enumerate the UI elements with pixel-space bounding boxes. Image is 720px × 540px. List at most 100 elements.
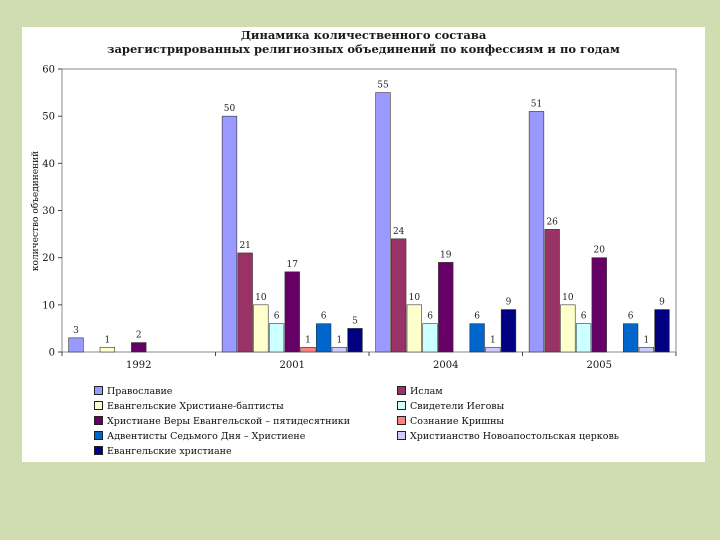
legend-item: Евангельские христиане — [94, 445, 232, 459]
bar — [99, 346, 116, 353]
bar-value-label: 1 — [336, 335, 342, 345]
bar — [638, 346, 654, 353]
legend-label: Православие — [107, 386, 173, 397]
bar-value-label: 21 — [239, 241, 250, 251]
x-tick-label: 2004 — [433, 360, 458, 371]
slide-panel: Динамика количественного состава зарегис… — [22, 27, 705, 462]
legend-swatch — [397, 386, 406, 395]
x-axis: 1992 2001 2004 2005 — [61, 352, 677, 371]
bar-value-label: 19 — [440, 250, 452, 260]
y-axis-label: количество объединений — [30, 151, 41, 271]
legend-swatch — [397, 416, 406, 425]
bar — [347, 328, 363, 353]
bar-value-label: 10 — [562, 293, 574, 303]
bar-value-label: 10 — [255, 293, 267, 303]
y-tick-label: 40 — [42, 159, 55, 170]
bar-value-label: 9 — [659, 298, 665, 308]
legend-swatch — [94, 401, 103, 410]
bar-value-label: 5 — [352, 316, 358, 326]
legend-item: Христианство Новоапостольская церковь — [397, 430, 619, 444]
bar — [331, 346, 347, 353]
bar — [221, 115, 238, 353]
bar-value-label: 20 — [594, 246, 606, 256]
bar — [375, 92, 391, 353]
legend-swatch — [397, 431, 406, 440]
bar-value-label: 6 — [474, 312, 480, 322]
legend-swatch — [94, 386, 103, 395]
y-tick-label: 10 — [42, 300, 55, 311]
legend-label: Свидетели Иеговы — [410, 401, 505, 412]
legend-label: Адвентисты Седьмого Дня – Христиене — [107, 431, 306, 442]
bar-value-label: 1 — [105, 335, 111, 345]
legend-label: Евангельские Христиане-баптисты — [107, 401, 284, 412]
y-tick-label: 60 — [42, 65, 55, 76]
bar-value-label: 6 — [581, 312, 587, 322]
bar — [622, 323, 639, 353]
bar — [268, 323, 285, 353]
bar — [406, 304, 423, 353]
y-tick-label: 50 — [42, 112, 55, 123]
bar-value-label: 2 — [136, 331, 142, 341]
y-axis: 0 10 20 30 40 50 60 — [42, 65, 62, 359]
bar-value-label: 51 — [531, 99, 542, 109]
bar — [654, 309, 670, 353]
legend-label: Ислам — [410, 386, 443, 397]
legend-label: Сознание Кришны — [410, 416, 504, 427]
bar-value-label: 3 — [73, 326, 79, 336]
plot-area — [61, 68, 677, 353]
legend-item: Ислам — [397, 385, 443, 399]
chart-title-line-1: Динамика количественного состава — [240, 28, 487, 42]
bar-value-label: 6 — [321, 312, 327, 322]
bar — [315, 323, 332, 353]
bar-value-label: 55 — [377, 81, 389, 91]
bar — [485, 346, 501, 353]
y-tick-label: 30 — [42, 206, 55, 217]
x-tick-label: 1992 — [126, 360, 151, 371]
bars-group — [68, 92, 670, 353]
bar — [422, 323, 438, 353]
bar — [391, 238, 407, 353]
legend-label: Христиане Веры Евангельской – пятидесятн… — [107, 416, 351, 427]
legend-item: Христиане Веры Евангельской – пятидесятн… — [94, 415, 350, 429]
legend-swatch — [94, 446, 103, 455]
bar — [591, 257, 607, 353]
bar-value-label: 24 — [393, 227, 405, 237]
bar — [68, 337, 84, 353]
bar — [131, 342, 147, 353]
bar-value-label: 9 — [506, 298, 512, 308]
bar — [284, 271, 300, 353]
legend-label: Евангельские христиане — [107, 446, 232, 457]
legend-swatch — [94, 431, 103, 440]
y-tick-label: 20 — [42, 253, 55, 264]
x-tick-label: 2001 — [280, 360, 305, 371]
bar-value-label: 26 — [546, 217, 558, 227]
chart-title-line-2: зарегистрированных религиозных объединен… — [107, 42, 620, 56]
legend-item: Православие — [94, 385, 172, 399]
legend-label: Христианство Новоапостольская церковь — [410, 431, 619, 442]
legend-item: Сознание Кришны — [397, 415, 504, 429]
y-tick-label: 0 — [49, 348, 55, 359]
legend-item: Свидетели Иеговы — [397, 400, 504, 414]
legend-item: Адвентисты Седьмого Дня – Христиене — [94, 430, 305, 444]
bar-value-label: 1 — [643, 335, 649, 345]
bar — [237, 252, 253, 353]
bar — [469, 323, 485, 353]
legend-swatch — [94, 416, 103, 425]
bar-value-label: 6 — [274, 312, 280, 322]
bar-value-label: 6 — [628, 312, 634, 322]
bar-value-label: 1 — [305, 335, 311, 345]
bar — [528, 111, 545, 353]
bar — [253, 304, 269, 353]
bar — [575, 323, 592, 353]
bar — [438, 262, 454, 353]
bar-value-label: 10 — [409, 293, 421, 303]
bar — [560, 304, 576, 353]
legend-swatch — [397, 401, 406, 410]
bar — [500, 309, 517, 353]
bar-value-label: 17 — [287, 260, 299, 270]
x-tick-label: 2005 — [587, 360, 612, 371]
bar — [300, 346, 316, 353]
bar-value-label: 50 — [224, 104, 236, 114]
